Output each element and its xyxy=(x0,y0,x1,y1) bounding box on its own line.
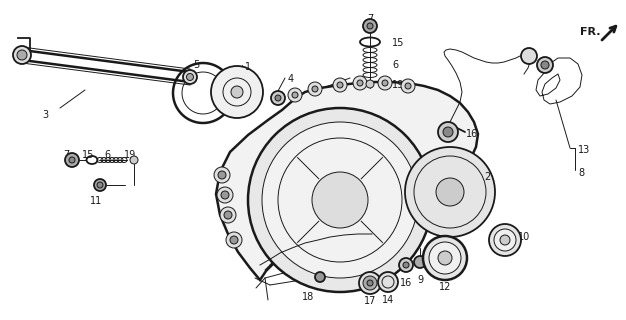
Text: 19: 19 xyxy=(392,80,404,90)
Circle shape xyxy=(438,251,452,265)
Circle shape xyxy=(211,66,263,118)
Circle shape xyxy=(405,83,411,89)
Circle shape xyxy=(382,80,388,86)
Circle shape xyxy=(217,187,233,203)
Circle shape xyxy=(130,156,138,164)
Circle shape xyxy=(423,236,467,280)
Circle shape xyxy=(312,86,318,92)
Text: 14: 14 xyxy=(382,295,394,305)
Text: 2: 2 xyxy=(484,172,490,182)
Circle shape xyxy=(494,229,516,251)
Circle shape xyxy=(359,272,381,294)
Text: 18: 18 xyxy=(302,292,314,302)
Circle shape xyxy=(224,211,232,219)
Circle shape xyxy=(367,23,373,29)
Text: 8: 8 xyxy=(578,168,584,178)
Text: FR.: FR. xyxy=(580,27,600,37)
Circle shape xyxy=(363,276,377,290)
Circle shape xyxy=(429,242,461,274)
Circle shape xyxy=(378,76,392,90)
Circle shape xyxy=(248,108,432,292)
Text: 5: 5 xyxy=(193,60,199,70)
Text: 15: 15 xyxy=(392,38,404,48)
Circle shape xyxy=(353,76,367,90)
Circle shape xyxy=(13,46,31,64)
Circle shape xyxy=(187,74,193,81)
Circle shape xyxy=(218,171,226,179)
Circle shape xyxy=(94,179,106,191)
Circle shape xyxy=(337,82,343,88)
Text: 16: 16 xyxy=(466,129,478,139)
Circle shape xyxy=(262,122,418,278)
Text: 11: 11 xyxy=(90,196,102,206)
Text: 13: 13 xyxy=(578,145,590,155)
Circle shape xyxy=(183,70,197,84)
Text: 6: 6 xyxy=(104,150,110,160)
Circle shape xyxy=(312,172,368,228)
Circle shape xyxy=(221,191,229,199)
Text: 16: 16 xyxy=(400,278,412,288)
Circle shape xyxy=(357,80,363,86)
Circle shape xyxy=(378,272,398,292)
Circle shape xyxy=(363,19,377,33)
Text: 3: 3 xyxy=(42,110,48,120)
Circle shape xyxy=(403,262,409,268)
Text: 17: 17 xyxy=(364,296,376,306)
Text: 7: 7 xyxy=(63,150,69,160)
Circle shape xyxy=(537,57,553,73)
Text: 10: 10 xyxy=(518,232,530,242)
Text: 19: 19 xyxy=(124,150,136,160)
Circle shape xyxy=(366,80,374,88)
Circle shape xyxy=(315,272,325,282)
Text: 1: 1 xyxy=(245,62,251,72)
Circle shape xyxy=(438,122,458,142)
Text: 6: 6 xyxy=(392,60,398,70)
Circle shape xyxy=(17,50,27,60)
Circle shape xyxy=(401,79,415,93)
Circle shape xyxy=(541,61,549,69)
Text: 15: 15 xyxy=(82,150,94,160)
Circle shape xyxy=(231,86,243,98)
Circle shape xyxy=(405,147,495,237)
Text: 9: 9 xyxy=(417,275,423,285)
Circle shape xyxy=(292,92,298,98)
Circle shape xyxy=(489,224,521,256)
Circle shape xyxy=(436,178,464,206)
Text: 4: 4 xyxy=(288,74,294,84)
Circle shape xyxy=(333,78,347,92)
Circle shape xyxy=(367,280,373,286)
Circle shape xyxy=(288,88,302,102)
Circle shape xyxy=(65,153,79,167)
Circle shape xyxy=(69,157,75,163)
Circle shape xyxy=(97,182,103,188)
Circle shape xyxy=(443,127,453,137)
Circle shape xyxy=(271,91,285,105)
Circle shape xyxy=(275,95,281,101)
Circle shape xyxy=(308,82,322,96)
Circle shape xyxy=(230,236,238,244)
Text: 7: 7 xyxy=(367,14,373,24)
Circle shape xyxy=(399,258,413,272)
Circle shape xyxy=(214,167,230,183)
Circle shape xyxy=(226,232,242,248)
Circle shape xyxy=(414,256,426,268)
Polygon shape xyxy=(216,82,478,280)
Circle shape xyxy=(521,48,537,64)
Text: 12: 12 xyxy=(439,282,451,292)
Circle shape xyxy=(220,207,236,223)
Circle shape xyxy=(500,235,510,245)
